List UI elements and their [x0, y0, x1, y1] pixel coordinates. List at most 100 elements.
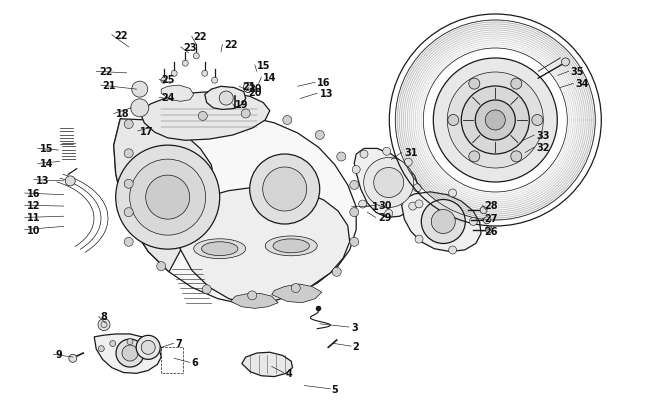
Circle shape	[127, 339, 133, 345]
Text: 6: 6	[192, 358, 198, 367]
Circle shape	[263, 168, 307, 211]
Circle shape	[248, 291, 257, 300]
Circle shape	[359, 200, 367, 209]
Circle shape	[511, 151, 522, 162]
Text: 1: 1	[372, 202, 378, 211]
Text: 21: 21	[242, 82, 255, 92]
Circle shape	[360, 151, 368, 159]
Ellipse shape	[273, 239, 309, 253]
Polygon shape	[402, 192, 481, 252]
Text: 19: 19	[235, 100, 249, 109]
Polygon shape	[205, 87, 246, 110]
Text: 9: 9	[55, 350, 62, 359]
Text: 22: 22	[114, 31, 127, 40]
Text: 4: 4	[286, 368, 292, 377]
Text: 15: 15	[40, 144, 54, 154]
Circle shape	[484, 217, 490, 224]
Circle shape	[243, 83, 254, 93]
Circle shape	[332, 268, 341, 277]
Text: 20: 20	[248, 87, 262, 97]
Polygon shape	[161, 86, 194, 102]
Circle shape	[511, 79, 522, 90]
Text: 34: 34	[575, 79, 589, 89]
Text: 12: 12	[27, 201, 41, 211]
Circle shape	[156, 346, 162, 352]
Circle shape	[193, 54, 200, 60]
Circle shape	[409, 202, 417, 211]
Circle shape	[219, 92, 233, 106]
Circle shape	[65, 177, 75, 186]
Ellipse shape	[202, 242, 238, 256]
Circle shape	[486, 226, 492, 234]
Circle shape	[448, 246, 456, 254]
Circle shape	[161, 78, 167, 84]
Polygon shape	[354, 149, 419, 218]
Circle shape	[469, 218, 477, 226]
Text: 16: 16	[317, 78, 331, 88]
Text: 32: 32	[536, 143, 550, 153]
Circle shape	[448, 115, 459, 126]
Ellipse shape	[194, 239, 246, 259]
Circle shape	[144, 341, 150, 347]
Circle shape	[136, 335, 160, 360]
Circle shape	[315, 131, 324, 140]
Circle shape	[241, 110, 250, 119]
Circle shape	[124, 180, 133, 189]
Text: 29: 29	[378, 213, 392, 223]
Circle shape	[202, 285, 211, 294]
Text: 8: 8	[101, 312, 108, 322]
Circle shape	[157, 262, 166, 271]
Circle shape	[352, 166, 360, 174]
Circle shape	[98, 319, 110, 331]
Circle shape	[532, 115, 543, 126]
Text: 10: 10	[27, 225, 41, 235]
Circle shape	[421, 200, 465, 244]
Circle shape	[385, 210, 393, 218]
Text: 11: 11	[27, 213, 41, 223]
Circle shape	[171, 71, 177, 77]
Circle shape	[69, 354, 77, 362]
Text: 25: 25	[161, 75, 175, 85]
Circle shape	[291, 284, 300, 293]
Circle shape	[116, 146, 220, 249]
Circle shape	[146, 176, 190, 220]
Circle shape	[110, 341, 116, 347]
Circle shape	[124, 120, 133, 129]
Text: 13: 13	[36, 175, 49, 185]
Polygon shape	[114, 114, 356, 305]
Text: 22: 22	[99, 67, 112, 77]
Circle shape	[182, 61, 188, 67]
Text: 14: 14	[40, 159, 54, 169]
Circle shape	[415, 200, 423, 208]
Circle shape	[480, 207, 487, 214]
Text: 15: 15	[257, 61, 270, 70]
Circle shape	[432, 210, 455, 234]
Circle shape	[124, 238, 133, 247]
Circle shape	[462, 87, 529, 155]
Polygon shape	[242, 352, 292, 377]
Text: 13: 13	[320, 89, 333, 99]
Circle shape	[250, 155, 320, 224]
Circle shape	[364, 158, 413, 208]
Circle shape	[469, 151, 480, 162]
Text: 18: 18	[116, 109, 129, 119]
Circle shape	[124, 149, 133, 158]
Circle shape	[116, 339, 144, 367]
Circle shape	[350, 238, 359, 247]
Text: 22: 22	[194, 32, 207, 42]
Polygon shape	[231, 294, 278, 309]
Text: 35: 35	[571, 67, 584, 77]
Circle shape	[562, 59, 569, 67]
Circle shape	[98, 346, 104, 352]
Circle shape	[130, 160, 205, 236]
Text: 24: 24	[161, 93, 175, 103]
Circle shape	[283, 116, 292, 125]
Text: 33: 33	[536, 131, 550, 141]
Circle shape	[469, 79, 480, 90]
Circle shape	[447, 73, 543, 168]
Circle shape	[434, 59, 557, 183]
Text: 31: 31	[404, 148, 418, 158]
Circle shape	[337, 153, 346, 162]
Circle shape	[198, 112, 207, 121]
Circle shape	[350, 181, 359, 190]
